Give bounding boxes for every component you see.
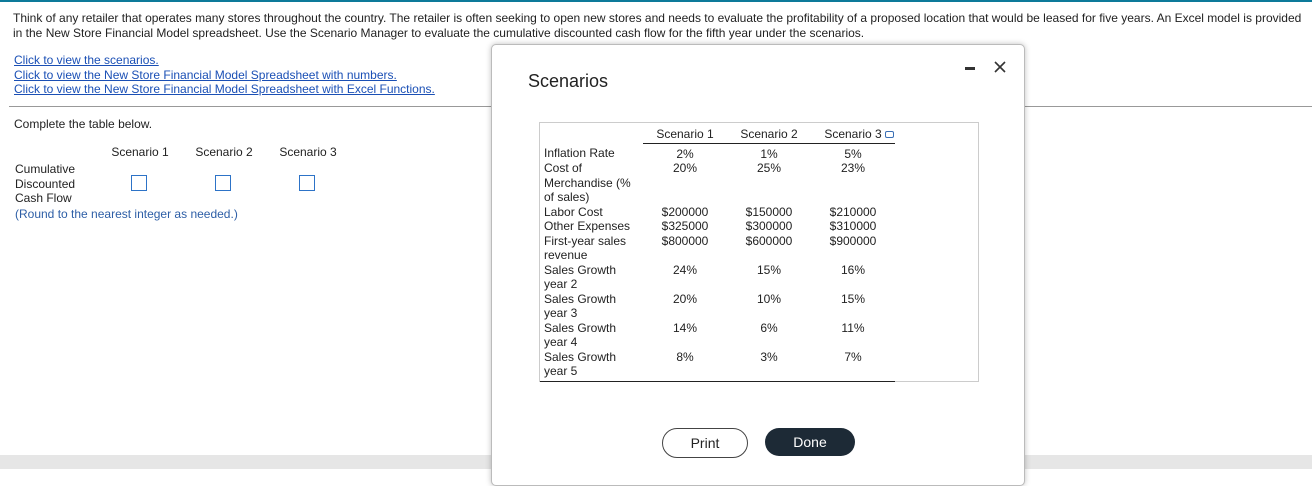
value-cell: $325000	[661, 219, 709, 233]
value-cell: 20%	[672, 161, 698, 175]
value-cell: 24%	[672, 262, 698, 277]
value-cell: $900000	[829, 233, 877, 248]
header-cell: Scenario 3	[811, 127, 895, 144]
label-cell: Sales Growth year 4	[544, 320, 617, 350]
value-cell: 11%	[841, 320, 865, 335]
value-cell: $210000	[829, 204, 877, 219]
link[interactable]: Click to view the New Store Financial Mo…	[14, 82, 435, 96]
value-cell: 10%	[756, 291, 782, 306]
label-cell: Inflation Rate	[544, 146, 615, 160]
value-cell: 2%	[676, 146, 694, 161]
value-cell: $600000	[745, 233, 793, 248]
row-label: Cumulative Discounted Cash Flow	[15, 162, 76, 205]
value-cell: $200000	[661, 204, 709, 219]
value-cell: 16%	[840, 262, 866, 277]
dialog: Scenarios Scenario 1 Scenario 2 Scenario 3…	[491, 44, 1025, 486]
value-cell: 5%	[844, 146, 862, 161]
table-row: Inflation Rate 2% 1% 5%	[540, 143, 895, 161]
value-cell: 23%	[840, 161, 866, 175]
link[interactable]: Click to view the New Store Financial Mo…	[14, 67, 397, 82]
column-header: Scenario 3	[279, 145, 337, 159]
link-list: Click to view the scenarios. Click to vie…	[14, 53, 435, 97]
table-row: First-year sales revenue $800000 $600000 $9…	[540, 234, 895, 263]
label-cell: Sales Growth year 3	[544, 291, 617, 321]
question-text: Think of any retailer that operates many…	[13, 11, 1302, 40]
value-cell: $300000	[745, 219, 793, 233]
instruction: Complete the table below.	[14, 117, 153, 131]
value-cell: $150000	[745, 204, 793, 219]
value-cell: 8%	[643, 349, 727, 382]
value-cell: $310000	[829, 219, 877, 233]
scenario-box: Scenario 1 Scenario 2 Scenario 3 Inflation …	[539, 122, 979, 382]
label-cell: Other Expenses	[544, 219, 631, 233]
done-button[interactable]: Done	[765, 428, 855, 456]
top-bar	[0, 0, 1312, 2]
minimize-button[interactable]	[965, 67, 975, 70]
value-cell: 14%	[672, 320, 698, 335]
header-cell: Scenario 2	[727, 127, 811, 144]
value-cell: 15%	[840, 291, 866, 306]
column-header: Scenario 2	[195, 145, 253, 159]
print-button[interactable]: Print	[662, 428, 748, 458]
close-button[interactable]	[994, 61, 1006, 73]
value-cell: 25%	[756, 161, 782, 175]
value-cell: 7%	[811, 349, 895, 382]
table-row: Labor Cost $200000 $150000 $210000	[540, 205, 895, 220]
value-cell: $800000	[661, 233, 709, 248]
copy-icon[interactable]	[885, 131, 895, 139]
value-cell: 1%	[760, 146, 778, 161]
answer-input[interactable]	[131, 175, 147, 191]
answer-input[interactable]	[299, 175, 315, 191]
table-row: Sales Growth year 5 8% 3% 7%	[540, 349, 895, 382]
value-cell: 20%	[672, 291, 698, 306]
label-cell: Sales Growth year 5	[540, 349, 643, 382]
label-cell: Labor Cost	[544, 204, 603, 219]
header-cell: Scenario 1	[643, 127, 727, 144]
table-row: Sales Growth year 2 24% 15% 16%	[540, 263, 895, 292]
table-row: Other Expenses $325000 $300000 $310000	[540, 219, 895, 234]
header-cell	[540, 127, 643, 143]
header-row: Scenario 1 Scenario 2 Scenario 3	[540, 127, 895, 144]
table-row: Sales Growth year 3 20% 10% 15%	[540, 292, 895, 321]
table-row: Sales Growth year 4 14% 6% 11%	[540, 321, 895, 350]
note: (Round to the nearest integer as needed.…	[15, 207, 238, 221]
value-cell: 3%	[727, 349, 811, 382]
value-cell: 6%	[760, 320, 778, 335]
value-cell: 15%	[756, 262, 782, 277]
label-cell: Sales Growth year 2	[544, 262, 617, 292]
column-header: Scenario 1	[111, 145, 169, 159]
label-cell: First-year sales revenue	[544, 233, 627, 263]
table-row: Cost of Merchandise (% of sales) 20% 25% 23…	[540, 161, 895, 205]
link[interactable]: Click to view the scenarios.	[14, 53, 159, 67]
label-cell: Cost of Merchandise (% of sales)	[544, 161, 631, 204]
scenario-table: Scenario 1 Scenario 2 Scenario 3 Inflation …	[540, 127, 895, 382]
dialog-title: Scenarios	[528, 71, 609, 91]
answer-input[interactable]	[215, 175, 231, 191]
